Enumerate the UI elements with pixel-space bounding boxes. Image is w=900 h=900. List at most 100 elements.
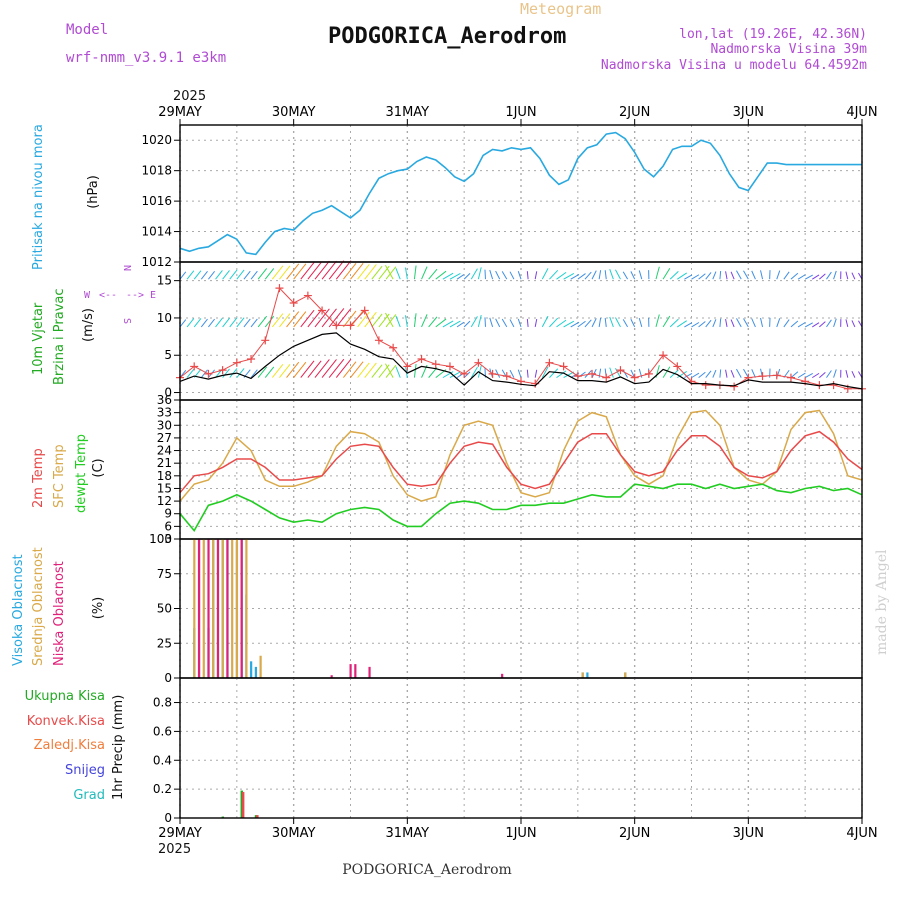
wind-arrow [684,274,693,280]
gust-marker [502,372,511,381]
gust-marker [247,354,256,363]
gust-marker [573,372,582,381]
wind-arrow [200,318,208,328]
wind-arrow [229,368,238,378]
pressure-labels: Pritisak na nivou mora (hPa) [31,124,101,270]
compass-arrow-left: <-- [99,290,117,301]
wind-arrow [534,271,538,280]
precip-frz-label: Zaledj.Kisa [34,738,105,753]
wind-arrow [335,358,352,378]
compass-s: S [121,318,132,324]
wind-arrow [760,270,764,280]
wind-arrow [484,269,486,280]
x-tick-label-bottom: 29MAY [158,826,202,841]
wind-arrow [751,318,756,328]
wind-arrow [776,270,781,280]
x-tick-label-top: 29MAY [158,105,202,120]
wind-arrow [698,371,706,379]
wind-arrow [730,319,735,328]
station-title: PODGORICA_Aerodrom [328,24,566,49]
wind-arrow [517,271,522,280]
panel-precip: 0 0.2 0.4 0.6 0.8 [153,677,863,825]
wind-arrow [630,271,636,280]
wind-arrow [691,322,700,328]
cloud-bar [250,661,253,678]
wind-arrow [725,271,728,280]
wind-arrow [307,262,322,280]
x-tick-label-bottom: 30MAY [272,826,316,841]
gust-marker [303,291,312,300]
wind-arrow [556,319,567,328]
wind-arrow [691,274,700,280]
wind-arrow [630,318,636,328]
wind-arrow [591,318,597,328]
gust-marker [545,358,554,367]
gust-marker [829,381,838,390]
wind-arrow [335,260,352,280]
wind-arrow [208,271,215,280]
cloud-bar [254,666,257,678]
wind-arrow [819,321,826,328]
cloud-bar [259,655,262,678]
wind-arrow [598,317,602,327]
wind-arrow [222,368,230,378]
pressure-label: Pritisak na nivou mora [31,124,46,270]
wind-arrow [442,371,454,379]
wind-arrow [743,368,749,378]
wind-arrow [509,319,515,328]
wind-arrow [229,317,238,328]
wind-arrow [250,369,258,378]
wind-arrow [250,270,258,280]
cloud-bar [349,664,352,678]
footer-station: PODGORICA_Aerodrom [342,862,512,878]
y-tick-label: 50 [157,602,172,616]
gust-marker [431,360,440,369]
wind-arrow [264,268,275,280]
wind-arrow [725,318,728,327]
y-tick-label: 100 [149,532,172,546]
wind-arrow [669,271,679,280]
wind-arrow [549,317,559,328]
compass-n: N [121,265,132,271]
wind-arrow [517,318,522,328]
wind-arrow [743,318,749,328]
wind-arrow [541,268,549,280]
cloud-low-label: Niska Oblacnost [52,561,67,666]
panel-frame [179,124,863,263]
wind-arrow [819,273,826,280]
gust-marker [602,373,611,382]
compass-e: E [150,290,156,301]
wind-arrow [584,319,592,328]
wind-arrow [609,269,614,280]
wind-arrow [357,362,370,378]
wind-arrow [314,308,330,328]
gust-marker [488,369,497,378]
panels: 1012101410161018102005101536912151821242… [141,124,866,825]
wind-arrow [549,269,559,280]
wind-arrow [677,320,687,328]
gust-marker [559,362,568,371]
wind-arrow [705,319,712,328]
wind-arrow [712,369,717,378]
wind-arrow [371,313,383,328]
wind-arrow [314,359,330,378]
wind-arrow [725,369,728,378]
y-tick-label: 5 [164,348,172,362]
wind-arrow [751,369,756,378]
wind-arrow [743,270,749,280]
wind-arrow [463,320,471,328]
wind-arrow [395,268,401,280]
wind-arrow [501,271,508,280]
wind-arrow [222,270,230,280]
y-tick-label: 21 [157,456,172,470]
wind-arrow [286,263,300,280]
wind-arrow [541,366,549,378]
panel-frame [179,677,863,819]
wind-arrow [819,371,826,378]
gust-marker [374,336,383,345]
x-tick-label-top: 1JUN [505,105,536,120]
wind-arrow [495,318,501,328]
wind-arrow [385,314,397,328]
sfc-temp-line [179,409,863,502]
y-tick-label: 24 [157,444,172,458]
